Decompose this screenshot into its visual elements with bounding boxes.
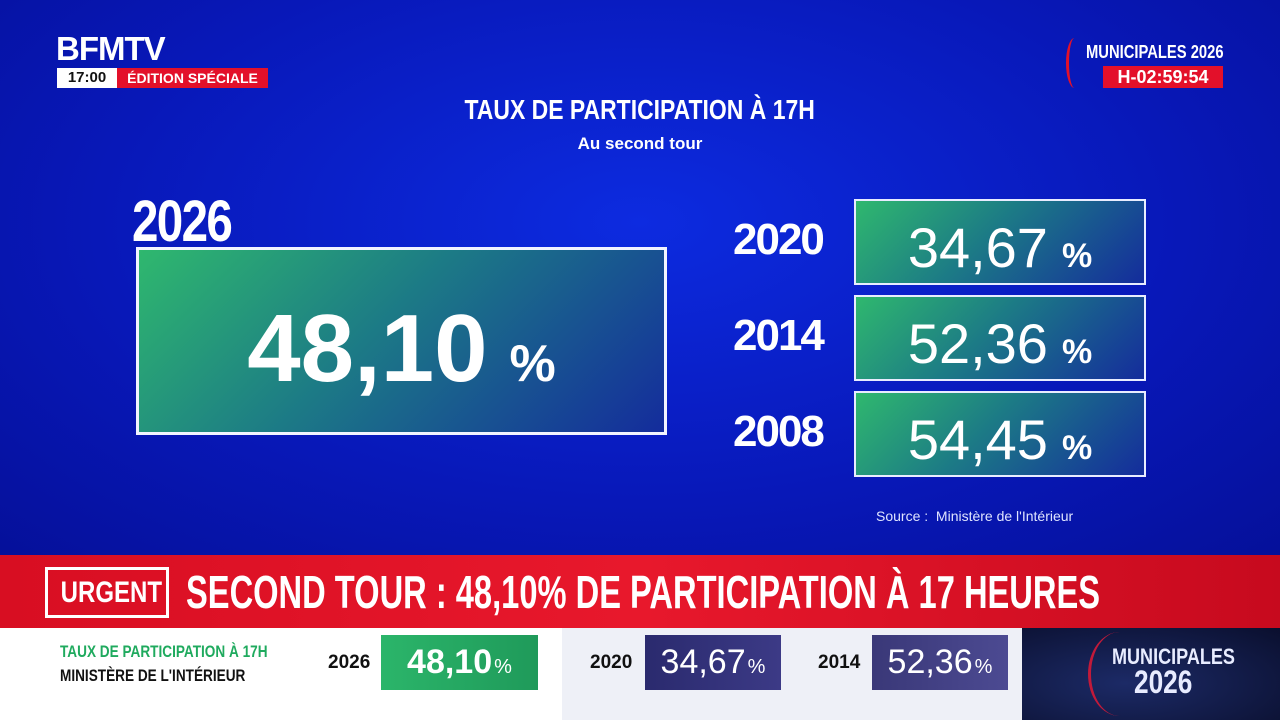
bottom-value: 52,36 xyxy=(887,643,973,681)
main-value-box: 48,10 % xyxy=(136,247,667,435)
clock: 17:00 xyxy=(57,68,117,88)
history-unit: % xyxy=(1061,237,1093,275)
edition-tag: ÉDITION SPÉCIALE xyxy=(117,68,268,88)
bottom-logo xyxy=(1022,628,1280,720)
bottom-year: 2020 xyxy=(590,652,633,673)
history-value-box: 54,45% xyxy=(854,391,1146,477)
bottom-label-text: TAUX DE PARTICIPATION À 17H xyxy=(60,642,268,661)
bottom-unit: % xyxy=(747,656,766,678)
panel-title: TAUX DE PARTICIPATION À 17H xyxy=(0,94,1280,126)
history-unit: % xyxy=(1061,333,1093,371)
bottom-logo-arc xyxy=(1088,632,1151,716)
bottom-logo-line2: 2026 xyxy=(1134,664,1205,701)
bottom-year: 2014 xyxy=(818,652,861,673)
history-value: 52,36 xyxy=(907,312,1048,375)
main-unit: % xyxy=(509,335,556,393)
history-value-box: 34,67% xyxy=(854,199,1146,285)
source: Source : Ministère de l'Intérieur xyxy=(876,508,1074,524)
history-year: 2020 xyxy=(733,215,825,264)
bottom-source: MINISTÈRE DE L'INTÉRIEUR xyxy=(60,666,292,686)
bottom-logo-line2-text: 2026 xyxy=(1134,664,1193,700)
main-year-text: 2026 xyxy=(132,189,233,254)
badge-title-text: MUNICIPALES 2026 xyxy=(1086,42,1224,62)
bottom-value-box: 52,36% xyxy=(872,635,1008,690)
main-value: 48,10 xyxy=(247,295,488,402)
bottom-value-box: 48,10% xyxy=(381,635,538,690)
badge-title: MUNICIPALES 2026 xyxy=(1086,42,1254,63)
history-year: 2008 xyxy=(733,407,825,456)
bottom-source-text: MINISTÈRE DE L'INTÉRIEUR xyxy=(60,666,246,685)
history-unit: % xyxy=(1061,429,1093,467)
ticker xyxy=(0,555,1280,628)
bottom-value: 48,10 xyxy=(407,643,493,681)
panel-title-text: TAUX DE PARTICIPATION À 17H xyxy=(464,94,816,125)
ticker-headline-text: SECOND TOUR : 48,10% DE PARTICIPATION À … xyxy=(186,566,1101,618)
countdown: H-02:59:54 xyxy=(1103,66,1223,88)
bottom-value: 34,67 xyxy=(660,643,746,681)
bottom-unit: % xyxy=(494,656,512,678)
ticker-tag: URGENT xyxy=(45,567,169,618)
history-year: 2014 xyxy=(733,311,825,360)
ticker-headline: SECOND TOUR : 48,10% DE PARTICIPATION À … xyxy=(186,565,1280,619)
bottom-value-box: 34,67% xyxy=(645,635,781,690)
bottom-label: TAUX DE PARTICIPATION À 17H xyxy=(60,642,319,662)
ticker-tag-text: URGENT xyxy=(60,576,163,609)
channel-logo: BFMTV xyxy=(56,30,166,67)
bottom-logo-line1-text: MUNICIPALES xyxy=(1112,644,1235,669)
badge-arc xyxy=(1066,38,1083,88)
bottom-unit: % xyxy=(974,656,993,678)
history-value-box: 52,36% xyxy=(854,295,1146,381)
history-value: 34,67 xyxy=(907,216,1048,279)
panel-subtitle: Au second tour xyxy=(577,134,703,153)
bottom-year: 2026 xyxy=(328,652,371,673)
history-value: 54,45 xyxy=(907,408,1048,471)
main-year: 2026 xyxy=(132,188,253,255)
bottom-logo-line1: MUNICIPALES xyxy=(1112,644,1262,670)
